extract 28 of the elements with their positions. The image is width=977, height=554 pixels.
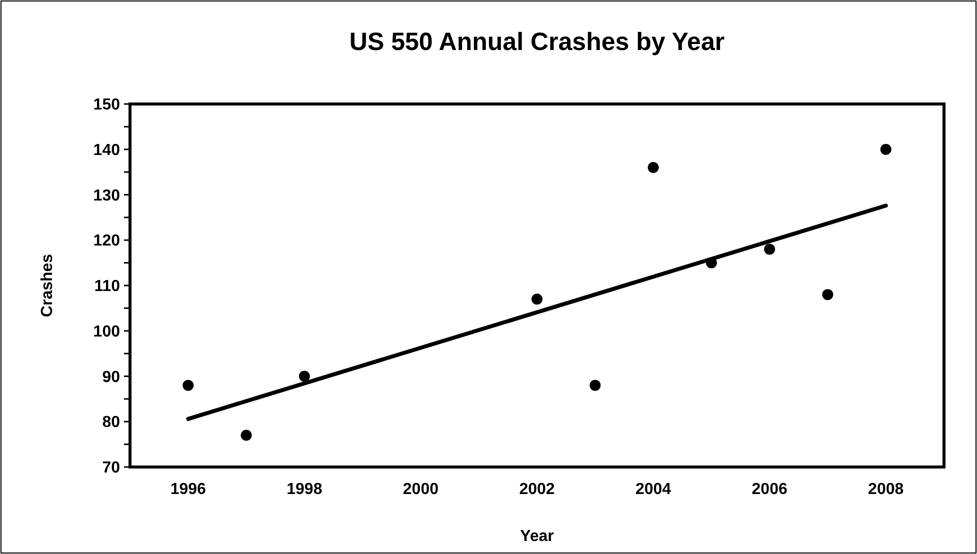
y-tick-label: 130 [93,187,120,204]
y-tick-label: 100 [93,323,120,340]
x-tick-label: 2008 [868,481,904,498]
point [532,294,542,305]
chart-title: US 550 Annual Crashes by Year [349,28,725,56]
y-tick-label: 110 [94,278,120,296]
point [240,430,252,441]
point [764,244,776,255]
point [880,144,892,155]
y-tick-label: 140 [93,142,120,159]
x-tick-label: 2006 [752,481,788,498]
point [822,289,834,300]
y-tick-label: 90 [102,368,120,386]
point [298,370,310,382]
y-tick-label: 80 [102,414,120,432]
x-tick-label: 1996 [170,481,206,498]
point [182,380,194,391]
y-tick-label: 120 [93,232,120,250]
x-tick-label: 2002 [519,481,555,498]
x-tick-label: 1998 [286,481,322,498]
point [590,380,601,391]
x-axis-title: Year [520,528,554,545]
y-tick-label: 150 [93,96,120,114]
x-tick-label: 2004 [635,481,672,498]
y-axis-title: Crashes [39,254,56,318]
y-tick-label: 70 [102,460,120,477]
x-tick-label: 2000 [402,481,439,498]
point [648,162,659,174]
